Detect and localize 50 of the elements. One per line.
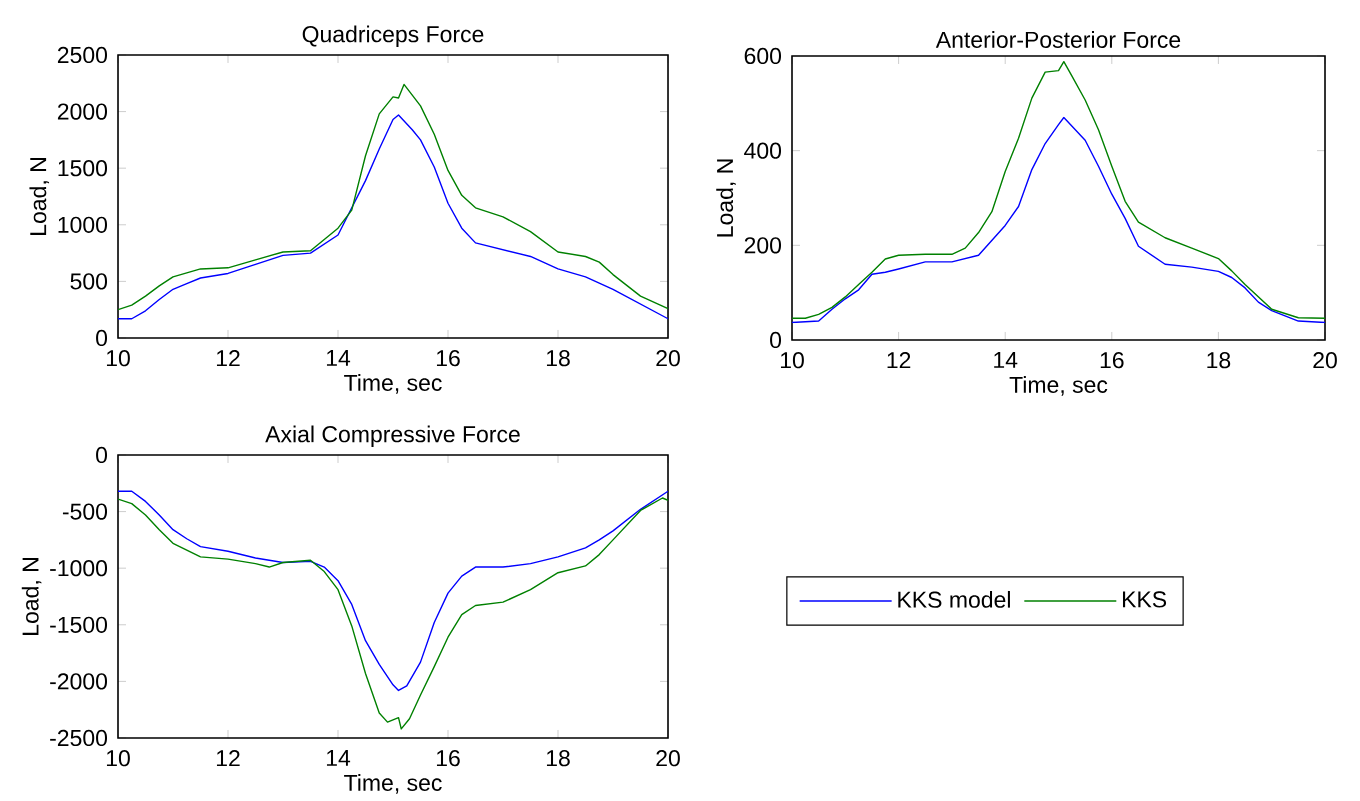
- y-tick-label: -500: [62, 503, 108, 520]
- x-tick-label: 20: [656, 750, 680, 767]
- y-tick-label: 500: [70, 273, 108, 290]
- line-series: [792, 60, 1326, 319]
- chart-title: Quadriceps Force: [302, 25, 484, 47]
- x-tick-label: 12: [216, 350, 240, 367]
- x-tick-label: 14: [326, 350, 351, 366]
- legend-label: KKS model: [898, 590, 1010, 608]
- line-series: [118, 497, 668, 730]
- y-tick-label: 200: [744, 237, 782, 254]
- y-tick-label: 0: [96, 329, 108, 347]
- legend-label: KKS: [1122, 591, 1167, 608]
- x-axis-title: Time, sec: [1009, 376, 1108, 396]
- x-tick-label: 16: [436, 350, 460, 367]
- x-tick-label: 12: [216, 750, 240, 767]
- x-axis-title: Time, sec: [344, 374, 442, 394]
- chart-title: Axial Compressive Force: [265, 425, 520, 447]
- chart-title: Anterior-Posterior Force: [935, 31, 1181, 48]
- x-tick-label: 14: [994, 352, 1018, 368]
- y-tick-label: 1500: [58, 160, 108, 177]
- y-tick-label: 600: [744, 47, 782, 65]
- y-tick-label: -2000: [50, 673, 108, 690]
- x-tick-label: 14: [326, 750, 351, 766]
- line-series: [118, 490, 668, 692]
- x-tick-label: 10: [106, 750, 130, 767]
- line-series: [792, 116, 1326, 324]
- y-tick-label: 2500: [57, 46, 108, 64]
- x-tick-label: 16: [1100, 352, 1124, 369]
- x-tick-label: 18: [1207, 352, 1231, 369]
- x-tick-label: 10: [106, 350, 130, 367]
- x-tick-label: 18: [546, 350, 570, 367]
- y-tick-label: 0: [770, 331, 782, 349]
- y-tick-label: 1000: [58, 216, 108, 233]
- x-tick-label: 18: [546, 750, 570, 767]
- x-tick-label: 10: [780, 352, 804, 369]
- y-tick-label: -1000: [50, 560, 108, 577]
- y-tick-label: 2000: [57, 103, 108, 120]
- y-tick-label: -2500: [50, 729, 108, 747]
- y-axis-title: Load, N: [716, 159, 736, 237]
- y-axis-title: Load, N: [21, 558, 42, 635]
- line-series: [118, 83, 669, 311]
- y-tick-label: 0: [96, 446, 108, 464]
- y-tick-label: -1500: [50, 616, 108, 633]
- x-axis-title: Time, sec: [344, 774, 442, 794]
- y-tick-label: 400: [744, 142, 782, 159]
- x-tick-label: 20: [1313, 352, 1337, 369]
- x-tick-label: 16: [436, 750, 460, 767]
- x-tick-label: 20: [656, 350, 680, 367]
- y-axis-title: Load, N: [29, 158, 50, 235]
- x-tick-label: 12: [887, 352, 911, 369]
